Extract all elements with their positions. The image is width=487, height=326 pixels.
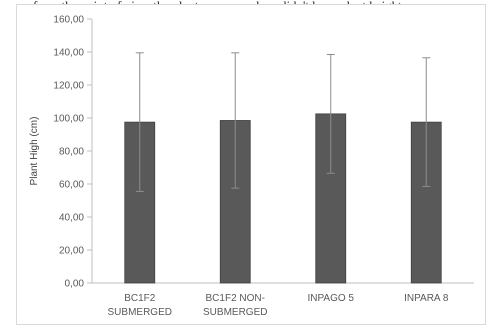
y-tick-label: 40,00 — [59, 213, 84, 224]
y-tick-label: 20,00 — [59, 246, 84, 257]
x-tick-label: INPAGO 5 — [308, 293, 355, 304]
x-tick-label: INPARA 8 — [404, 293, 449, 304]
y-tick-label: 120,00 — [53, 81, 84, 92]
y-tick-label: 160,00 — [53, 15, 84, 26]
y-tick-label: 140,00 — [53, 48, 84, 59]
y-tick-label: 80,00 — [59, 147, 84, 158]
y-tick-label: 100,00 — [53, 114, 84, 125]
x-tick-label: SUBMERGED — [203, 307, 267, 318]
chart-frame — [16, 4, 486, 325]
y-tick-label: 0,00 — [65, 279, 85, 290]
y-tick-label: 60,00 — [59, 180, 84, 191]
x-tick-label: BC1F2 NON- — [206, 293, 265, 304]
x-tick-label: BC1F2 — [124, 293, 156, 304]
x-tick-label: SUBMERGED — [108, 307, 172, 318]
y-axis-label: Plant High (cm) — [29, 117, 40, 186]
